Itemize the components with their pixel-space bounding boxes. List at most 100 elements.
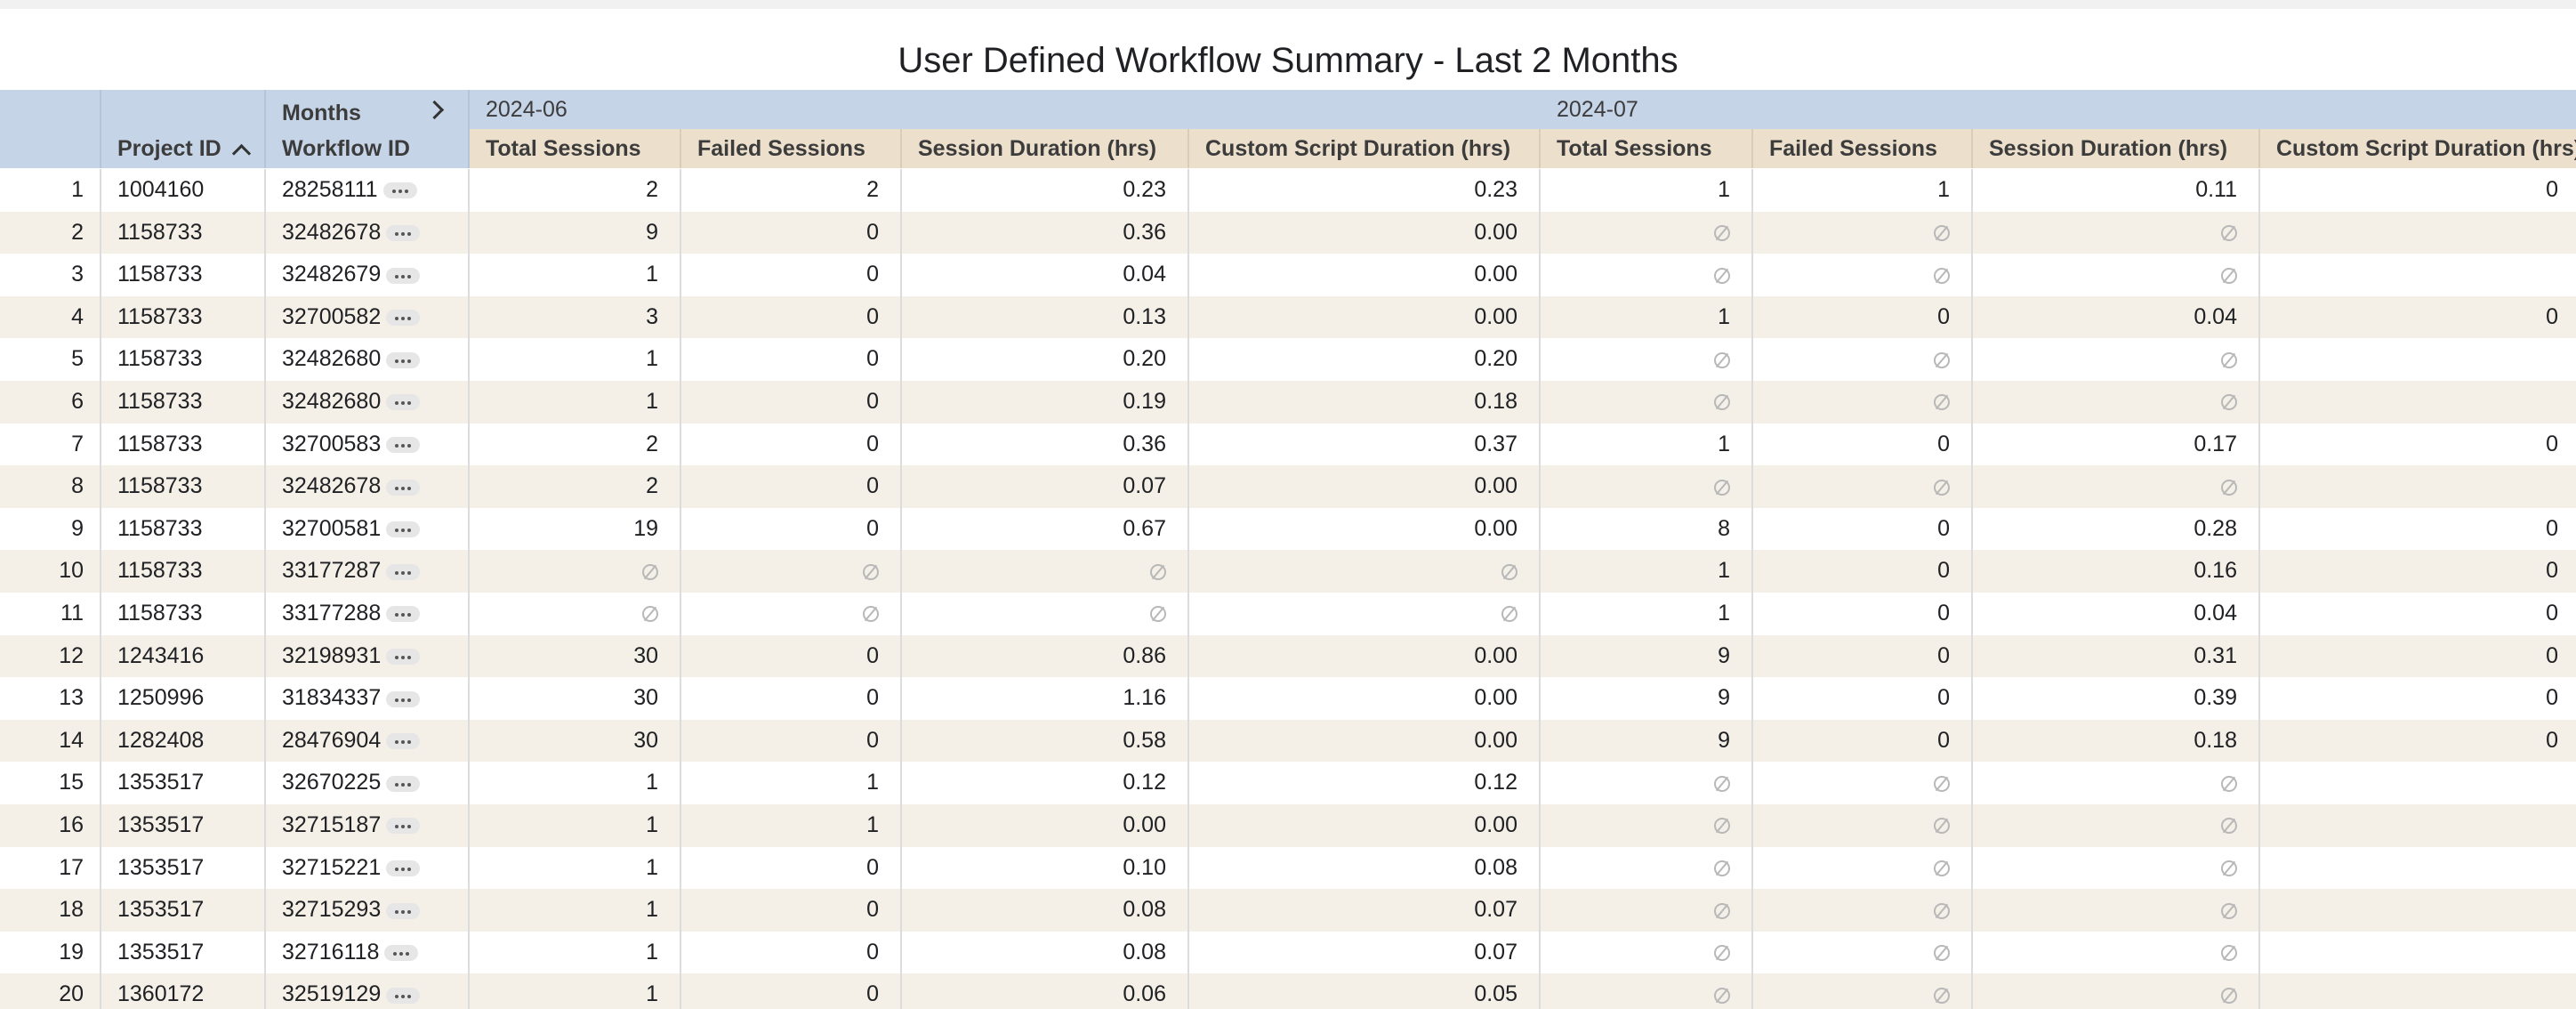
cell-text: 0 xyxy=(2546,515,2558,541)
null-indicator xyxy=(1714,945,1730,962)
dimension-header[interactable]: Months xyxy=(266,90,470,129)
value-cell: 0.00 xyxy=(1189,254,1541,296)
cell-text: 5 xyxy=(71,346,84,372)
project-id-cell: 1158733 xyxy=(101,295,266,339)
cell-text: 1 xyxy=(1718,303,1730,329)
measure-header[interactable]: Custom Script Duration (hrs) xyxy=(2260,129,2576,168)
project-id-cell: 1158733 xyxy=(101,423,266,466)
more-button[interactable] xyxy=(386,690,421,707)
value-cell: 0.00 xyxy=(902,804,1189,847)
cell-text: 0 xyxy=(2546,727,2558,753)
value-cell: 0 xyxy=(1753,677,1973,720)
cell-text: 1 xyxy=(646,262,658,287)
cell-text: 1 xyxy=(646,939,658,965)
value-cell xyxy=(681,550,902,593)
cell-text: 4 xyxy=(71,303,84,329)
measure-header[interactable]: Failed Sessions xyxy=(1753,129,1973,168)
value-cell: 1 xyxy=(1753,169,1973,212)
value-cell: 0 xyxy=(2260,677,2576,720)
value-cell: 0 xyxy=(681,677,902,720)
value-cell xyxy=(1973,254,2260,296)
cell-text: 1353517 xyxy=(117,854,205,880)
measure-header[interactable]: Session Duration (hrs) xyxy=(1973,129,2260,168)
value-cell: 0 xyxy=(2260,169,2576,212)
value-cell: 0 xyxy=(681,254,902,296)
value-cell xyxy=(2260,465,2576,508)
more-button[interactable] xyxy=(386,479,421,496)
cell-text: 32482678 xyxy=(282,219,382,245)
value-cell: 1 xyxy=(470,254,681,296)
value-cell xyxy=(1973,889,2260,932)
cell-text: 11 xyxy=(60,601,84,626)
cell-text: 1243416 xyxy=(117,642,205,668)
column-header[interactable]: Workflow ID xyxy=(266,129,470,168)
cell-text: 0.18 xyxy=(2194,727,2237,753)
value-cell: 1 xyxy=(470,973,681,1009)
value-cell xyxy=(2260,804,2576,847)
more-button[interactable] xyxy=(386,563,421,580)
cell-text: 1158733 xyxy=(117,601,203,626)
value-cell: 0.86 xyxy=(902,634,1189,678)
cell-text: 18 xyxy=(59,897,84,923)
more-button[interactable] xyxy=(384,945,419,962)
value-cell xyxy=(470,550,681,593)
value-cell: 0.37 xyxy=(1189,423,1541,466)
more-button[interactable] xyxy=(382,182,417,199)
more-button[interactable] xyxy=(386,648,421,665)
more-button[interactable] xyxy=(386,224,421,241)
more-button[interactable] xyxy=(386,860,421,876)
cell-text: 1158733 xyxy=(117,473,203,499)
more-button[interactable] xyxy=(386,310,421,327)
row-number: 6 xyxy=(0,381,101,424)
row-number: 20 xyxy=(0,973,101,1009)
measure-header[interactable]: Total Sessions xyxy=(1541,129,1753,168)
more-button[interactable] xyxy=(386,436,421,453)
project-id-cell: 1158733 xyxy=(101,507,266,551)
more-button[interactable] xyxy=(386,351,421,368)
value-cell: 0.11 xyxy=(1973,169,2260,212)
cell-text: 1 xyxy=(646,812,658,837)
cell-text: 8 xyxy=(71,473,84,499)
value-cell: 0.00 xyxy=(1189,677,1541,720)
header-blank xyxy=(101,90,266,129)
null-indicator xyxy=(2221,224,2237,241)
cell-text: 0.39 xyxy=(2194,685,2237,711)
cell-text: 0 xyxy=(866,431,879,456)
cell-text: 0.04 xyxy=(1123,262,1166,287)
cell-text: 0.00 xyxy=(1474,303,1517,329)
more-button[interactable] xyxy=(386,521,421,538)
project-id-cell: 1282408 xyxy=(101,719,266,763)
more-button[interactable] xyxy=(386,987,421,1004)
row-number: 16 xyxy=(0,804,101,847)
cell-text: 0.04 xyxy=(2194,601,2237,626)
more-button[interactable] xyxy=(386,902,421,919)
cell-text: 0.00 xyxy=(1474,473,1517,499)
value-cell: 9 xyxy=(1541,677,1753,720)
more-button[interactable] xyxy=(386,733,421,750)
value-cell: 0.12 xyxy=(1189,762,1541,804)
measure-header[interactable]: Session Duration (hrs) xyxy=(902,129,1189,168)
project-id-cell: 1158733 xyxy=(101,593,266,635)
value-cell: 0 xyxy=(1753,550,1973,593)
value-cell xyxy=(1973,465,2260,508)
value-cell: 0.58 xyxy=(902,719,1189,763)
more-button[interactable] xyxy=(386,394,421,411)
measure-header[interactable]: Failed Sessions xyxy=(681,129,902,168)
more-button[interactable] xyxy=(386,818,421,835)
value-cell: 9 xyxy=(1541,634,1753,678)
cell-text: Project ID xyxy=(117,136,221,161)
more-button[interactable] xyxy=(386,775,421,792)
cell-text: 0.07 xyxy=(1474,939,1517,965)
more-button[interactable] xyxy=(386,606,421,623)
null-indicator xyxy=(1934,351,1950,368)
more-button[interactable] xyxy=(386,267,421,284)
table-title: User Defined Workflow Summary - Last 2 M… xyxy=(898,41,1678,80)
value-cell: 19 xyxy=(470,507,681,551)
measure-header[interactable]: Custom Script Duration (hrs) xyxy=(1189,129,1541,168)
title-bar: User Defined Workflow Summary - Last 2 M… xyxy=(0,0,2576,90)
column-header[interactable]: Project ID xyxy=(101,129,266,168)
measure-header[interactable]: Total Sessions xyxy=(470,129,681,168)
value-cell xyxy=(1753,973,1973,1009)
cell-text: 2 xyxy=(646,177,658,202)
value-cell xyxy=(2260,338,2576,381)
